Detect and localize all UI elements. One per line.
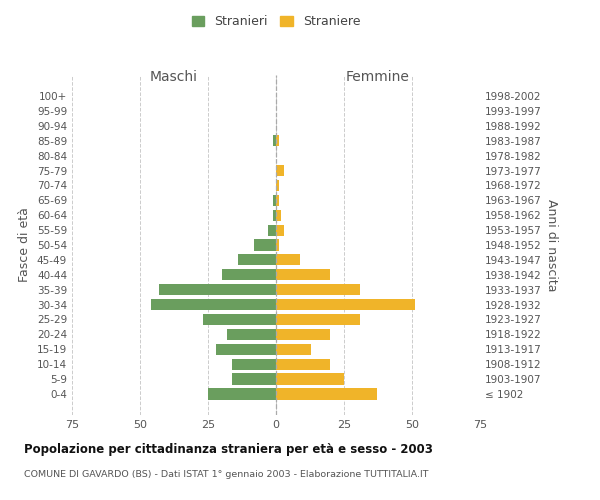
Bar: [276, 254, 301, 266]
Bar: [238, 254, 276, 266]
Bar: [276, 344, 311, 355]
Bar: [203, 314, 276, 325]
Text: Popolazione per cittadinanza straniera per età e sesso - 2003: Popolazione per cittadinanza straniera p…: [24, 442, 433, 456]
Legend: Stranieri, Straniere: Stranieri, Straniere: [188, 11, 364, 32]
Y-axis label: Anni di nascita: Anni di nascita: [545, 198, 558, 291]
Bar: [216, 344, 276, 355]
Bar: [232, 374, 276, 384]
Bar: [276, 284, 361, 296]
Text: Maschi: Maschi: [150, 70, 198, 84]
Bar: [276, 180, 279, 191]
Bar: [227, 329, 276, 340]
Text: COMUNE DI GAVARDO (BS) - Dati ISTAT 1° gennaio 2003 - Elaborazione TUTTITALIA.IT: COMUNE DI GAVARDO (BS) - Dati ISTAT 1° g…: [24, 470, 428, 479]
Bar: [276, 358, 331, 370]
Bar: [268, 224, 276, 235]
Bar: [276, 269, 331, 280]
Bar: [273, 135, 276, 146]
Bar: [254, 240, 276, 250]
Y-axis label: Fasce di età: Fasce di età: [19, 208, 31, 282]
Bar: [276, 165, 284, 176]
Bar: [208, 388, 276, 400]
Text: Femmine: Femmine: [346, 70, 410, 84]
Bar: [276, 210, 281, 221]
Bar: [221, 269, 276, 280]
Bar: [276, 224, 284, 235]
Bar: [276, 388, 377, 400]
Bar: [276, 135, 279, 146]
Bar: [276, 194, 279, 206]
Bar: [159, 284, 276, 296]
Bar: [276, 240, 279, 250]
Bar: [276, 299, 415, 310]
Bar: [276, 374, 344, 384]
Bar: [276, 329, 331, 340]
Bar: [276, 314, 361, 325]
Bar: [151, 299, 276, 310]
Bar: [273, 210, 276, 221]
Bar: [273, 194, 276, 206]
Bar: [232, 358, 276, 370]
